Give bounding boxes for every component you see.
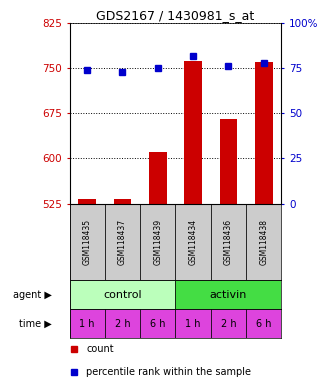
Bar [175, 204, 211, 280]
Bar [70, 204, 105, 280]
Bar [114, 199, 131, 204]
Text: 1 h: 1 h [185, 318, 201, 329]
Bar [211, 204, 246, 280]
Text: 2 h: 2 h [220, 318, 236, 329]
Bar [219, 119, 237, 204]
Text: GSM118437: GSM118437 [118, 219, 127, 265]
Bar [105, 309, 140, 338]
Text: 6 h: 6 h [150, 318, 166, 329]
Bar [140, 309, 175, 338]
Text: GSM118435: GSM118435 [83, 219, 92, 265]
Text: control: control [103, 290, 142, 300]
Bar [175, 309, 211, 338]
Text: 2 h: 2 h [115, 318, 130, 329]
Bar [246, 204, 281, 280]
Text: GSM118439: GSM118439 [153, 219, 162, 265]
Bar [211, 309, 246, 338]
Bar [175, 280, 281, 309]
Bar [78, 199, 96, 204]
Text: GSM118434: GSM118434 [189, 219, 198, 265]
Bar [70, 280, 175, 309]
Title: GDS2167 / 1430981_s_at: GDS2167 / 1430981_s_at [96, 9, 255, 22]
Bar [149, 152, 166, 204]
Text: count: count [86, 344, 114, 354]
Text: time ▶: time ▶ [19, 318, 52, 329]
Text: percentile rank within the sample: percentile rank within the sample [86, 367, 252, 377]
Text: agent ▶: agent ▶ [13, 290, 52, 300]
Bar [184, 61, 202, 204]
Bar [105, 204, 140, 280]
Bar [255, 62, 272, 204]
Text: 6 h: 6 h [256, 318, 271, 329]
Bar [70, 309, 105, 338]
Text: activin: activin [210, 290, 247, 300]
Text: GSM118438: GSM118438 [259, 219, 268, 265]
Bar [140, 204, 175, 280]
Text: 1 h: 1 h [79, 318, 95, 329]
Text: GSM118436: GSM118436 [224, 219, 233, 265]
Bar [246, 309, 281, 338]
